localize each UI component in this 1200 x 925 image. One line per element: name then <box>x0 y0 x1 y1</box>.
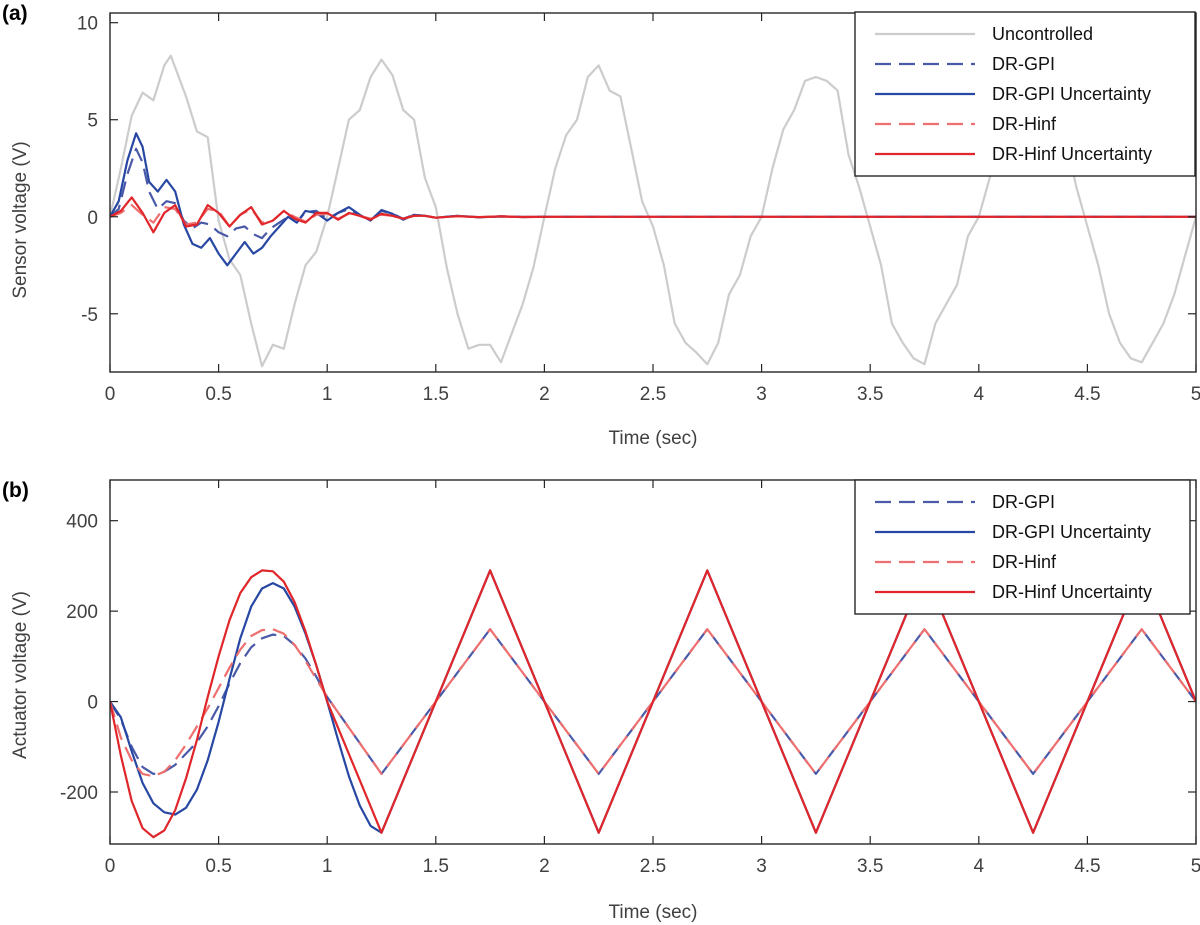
panel-b-legend: DR-GPI DR-GPI Uncertainty DR-Hinf DR-Hinf U… <box>854 479 1191 615</box>
panel-b-legend-label-dr-hinf: DR-Hinf <box>992 552 1057 572</box>
panel-a-legend-label-dr-hinf-uncertainty: DR-Hinf Uncertainty <box>992 144 1152 164</box>
panel-b-ytick-label: 200 <box>66 602 98 623</box>
panel-b-series-dr-gpi <box>110 628 1196 775</box>
panel-a-series-dr-gpi <box>110 147 1196 240</box>
panel-a-xtick-label: 0 <box>105 384 116 405</box>
panel-b-xtick-label: 1 <box>322 856 333 877</box>
panel-b-ylabel: Actuator voltage (V) <box>10 591 31 759</box>
panel-a-xtick-label: 2 <box>539 384 550 405</box>
panel-a-series-dr-hinf-uncertainty <box>110 196 1196 234</box>
panel-b-ytick-label: 400 <box>66 512 98 533</box>
axes-b: 0 0.5 1 1.5 2 2.5 3 3.5 4 4.5 5-2000200400DR-GPIDR… <box>60 479 1200 877</box>
panel-b-xtick-label: 2.5 <box>640 856 666 877</box>
panel-b-legend-label-dr-gpi: DR-GPI <box>992 492 1055 512</box>
panel-b-ytick-label: 0 <box>87 693 98 714</box>
panel-a-xtick-label: 3 <box>756 384 767 405</box>
panel-a-ytick-label: 0 <box>87 208 98 229</box>
panel-a-xtick-label: 1.5 <box>423 384 449 405</box>
panel-b-xtick-label: 0 <box>105 856 116 877</box>
panel-b-series-dr-hinf-uncertainty <box>110 569 1196 839</box>
panel-b-xtick-label: 5 <box>1191 856 1200 877</box>
panel-b-xtick-label: 3 <box>756 856 767 877</box>
panel-b-xtick-label: 4.5 <box>1074 856 1100 877</box>
panel-b: (b) 0 0.5 1 1.5 2 2.5 3 3.5 4 4.5 5 -200 0 200 400 DR-G… <box>2 479 1200 923</box>
panel-a-legend-label-uncontrolled: Uncontrolled <box>992 24 1093 44</box>
panel-a-xtick-label: 0.5 <box>205 384 231 405</box>
panel-a-legend-label-dr-hinf: DR-Hinf <box>992 114 1057 134</box>
panel-a-legend: Uncontrolled DR-GPI DR-GPI Uncertainty DR-H… <box>854 11 1196 177</box>
panel-b-xtick-label: 0.5 <box>205 856 231 877</box>
panel-a-xtick-label: 1 <box>322 384 333 405</box>
panel-b-series-group <box>110 569 1196 839</box>
panel-a-xlabel: Time (sec) <box>608 428 697 449</box>
panel-a-ytick-label: 5 <box>87 111 98 132</box>
axes-a: 0 0.5 1 1.5 2 2.5 3 3.5 4 4.5 5 -5 0 5 10 Uncontrolled D… <box>77 11 1200 405</box>
panel-a-legend-box <box>854 11 1196 177</box>
panel-a-xtick-label: 4 <box>974 384 985 405</box>
panel-b-xtick-label: 1.5 <box>423 856 449 877</box>
panel-b-legend-label-dr-gpi-uncertainty: DR-GPI Uncertainty <box>992 522 1151 542</box>
panel-b-xtick-label: 4 <box>974 856 985 877</box>
panel-a-legend-label-dr-gpi-uncertainty: DR-GPI Uncertainty <box>992 84 1151 104</box>
panel-a-xtick-label: 2.5 <box>640 384 666 405</box>
panel-b-xtick-label: 3.5 <box>857 856 883 877</box>
panel-b-legend-label-dr-hinf-uncertainty: DR-Hinf Uncertainty <box>992 582 1152 602</box>
panel-b-ytick-label: -200 <box>60 783 98 804</box>
panel-a-label: (a) <box>2 2 28 25</box>
panel-a-xtick-label: 5 <box>1191 384 1200 405</box>
panel-b-label: (b) <box>2 479 29 502</box>
panel-a: (a) 0 0.5 1 1.5 2 2.5 3 3.5 4 4.5 5 -5 0 5 10 Uncontrol… <box>2 2 1200 449</box>
panel-a-xtick-label: 4.5 <box>1074 384 1100 405</box>
panel-a-ytick-label: 10 <box>77 14 98 35</box>
panel-a-ytick-label: -5 <box>81 305 98 326</box>
panel-a-legend-label-dr-gpi: DR-GPI <box>992 54 1055 74</box>
panel-a-ylabel: Sensor voltage (V) <box>10 141 31 298</box>
panel-b-xlabel: Time (sec) <box>608 902 697 923</box>
panel-b-xtick-label: 2 <box>539 856 550 877</box>
panel-a-xtick-label: 3.5 <box>857 384 883 405</box>
